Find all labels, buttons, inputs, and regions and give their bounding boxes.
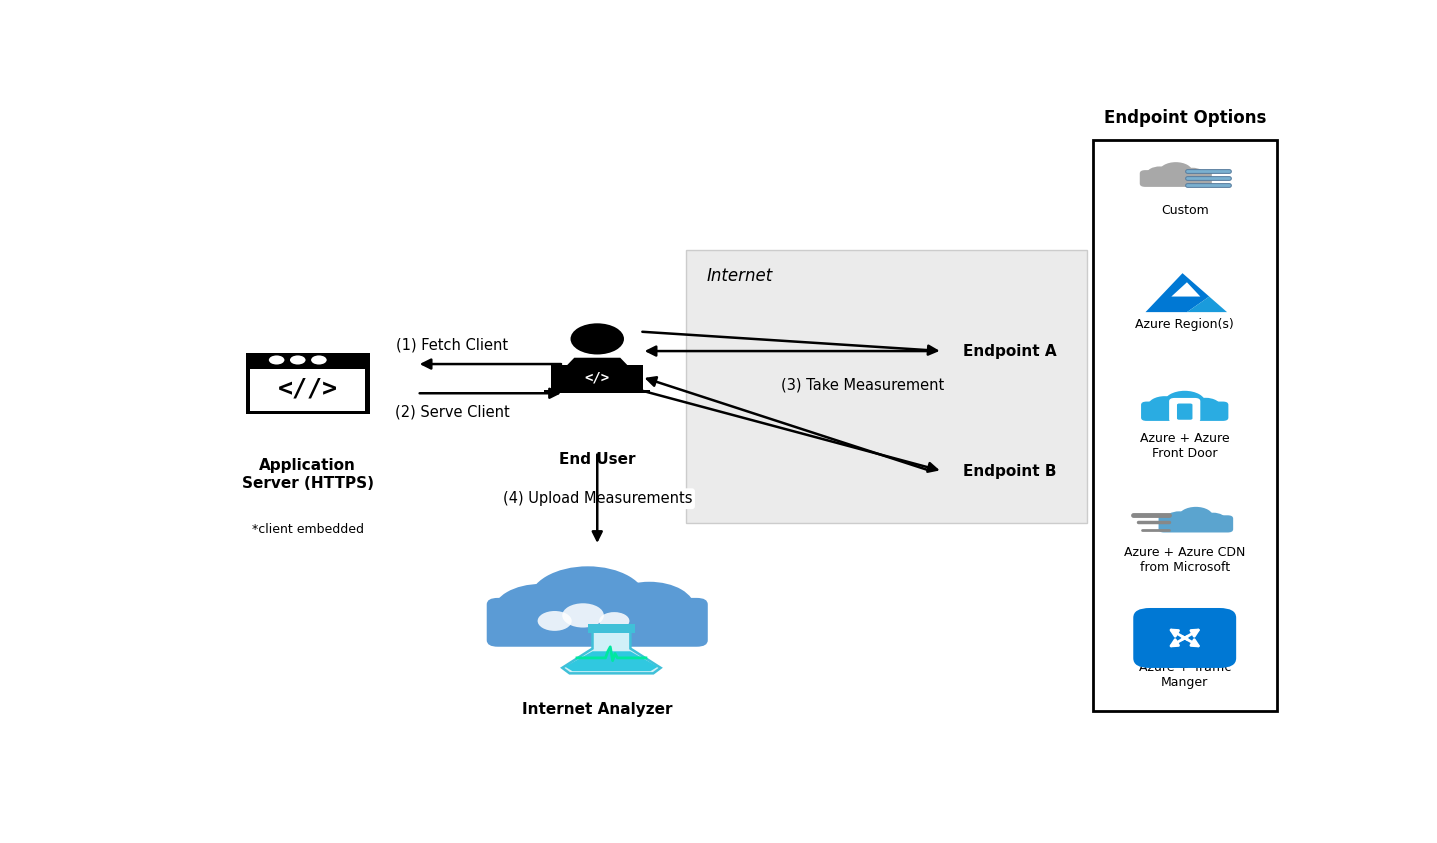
- Circle shape: [537, 611, 572, 631]
- FancyBboxPatch shape: [545, 390, 650, 394]
- FancyBboxPatch shape: [246, 353, 369, 414]
- Text: Azure + Azure CDN
from Microsoft: Azure + Azure CDN from Microsoft: [1124, 546, 1246, 574]
- Polygon shape: [565, 652, 658, 671]
- Circle shape: [1180, 168, 1204, 182]
- Polygon shape: [1187, 297, 1227, 312]
- FancyBboxPatch shape: [552, 365, 644, 390]
- Text: Internet Analyzer: Internet Analyzer: [522, 701, 673, 717]
- FancyBboxPatch shape: [1134, 608, 1236, 668]
- Circle shape: [1165, 512, 1193, 528]
- FancyBboxPatch shape: [1141, 401, 1229, 421]
- Circle shape: [1164, 391, 1206, 415]
- FancyBboxPatch shape: [687, 250, 1088, 523]
- Circle shape: [1178, 507, 1213, 527]
- FancyBboxPatch shape: [1140, 170, 1211, 187]
- Circle shape: [269, 356, 285, 364]
- Polygon shape: [562, 629, 661, 674]
- FancyBboxPatch shape: [487, 598, 708, 647]
- Text: (4) Upload Measurements: (4) Upload Measurements: [503, 491, 693, 507]
- Circle shape: [493, 584, 588, 639]
- Circle shape: [290, 356, 306, 364]
- FancyBboxPatch shape: [1092, 140, 1276, 711]
- FancyBboxPatch shape: [250, 369, 365, 411]
- Text: (3) Take Measurement: (3) Take Measurement: [782, 378, 944, 393]
- Circle shape: [599, 612, 629, 630]
- FancyBboxPatch shape: [1170, 398, 1200, 422]
- FancyBboxPatch shape: [1158, 515, 1233, 533]
- Circle shape: [570, 324, 624, 354]
- FancyBboxPatch shape: [1177, 404, 1193, 420]
- Text: Internet: Internet: [707, 266, 773, 285]
- Text: Azure + Azure
Front Door: Azure + Azure Front Door: [1140, 432, 1230, 460]
- Text: (1) Fetch Client: (1) Fetch Client: [397, 337, 509, 352]
- Text: (2) Serve Client: (2) Serve Client: [395, 405, 510, 420]
- Text: Azure + Traffic
Manger: Azure + Traffic Manger: [1138, 661, 1232, 689]
- Polygon shape: [553, 357, 641, 379]
- Text: Application
Server (HTTPS): Application Server (HTTPS): [241, 459, 374, 491]
- Text: End User: End User: [559, 452, 635, 467]
- Text: Endpoint B: Endpoint B: [963, 464, 1056, 479]
- Circle shape: [1160, 162, 1193, 181]
- Circle shape: [310, 356, 326, 364]
- Text: Custom: Custom: [1161, 204, 1209, 217]
- Circle shape: [1148, 396, 1181, 416]
- Text: Endpoint A: Endpoint A: [963, 344, 1056, 358]
- Text: </>: </>: [585, 370, 609, 384]
- Text: Endpoint Options: Endpoint Options: [1104, 109, 1266, 127]
- Polygon shape: [1171, 282, 1200, 297]
- Circle shape: [1190, 398, 1221, 416]
- Text: <//>: <//>: [277, 376, 338, 400]
- Circle shape: [1200, 513, 1226, 528]
- Circle shape: [604, 582, 694, 635]
- Text: *client embedded: *client embedded: [251, 523, 364, 536]
- Circle shape: [529, 566, 647, 635]
- Polygon shape: [1145, 273, 1209, 312]
- Text: Azure Region(s): Azure Region(s): [1135, 318, 1234, 331]
- Circle shape: [562, 604, 604, 627]
- Circle shape: [1147, 166, 1173, 182]
- FancyBboxPatch shape: [588, 624, 635, 633]
